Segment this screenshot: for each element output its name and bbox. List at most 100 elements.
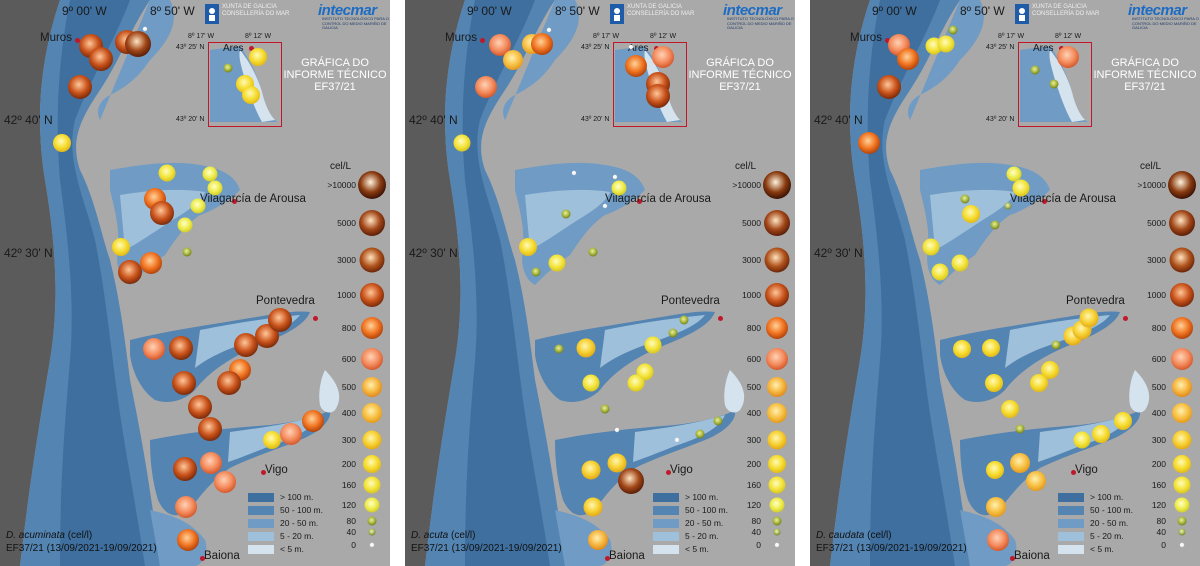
legend-level-label: 0 [1161, 540, 1166, 550]
station-bubble [1015, 424, 1025, 434]
lon-label-850: 8º 50' W [960, 4, 1005, 18]
station-bubbles [453, 27, 791, 550]
legend-bubble [361, 348, 383, 370]
station-bubble [172, 371, 196, 395]
station-bubble [234, 333, 258, 357]
deep-channel [867, 0, 955, 566]
depth-swatch [653, 545, 679, 554]
legend-level-label: 160 [746, 480, 761, 490]
station-bubble [612, 174, 618, 180]
xunta-text: XUNTA DE GALICIA CONSELLERÍA DO MAR [627, 4, 694, 18]
legend-bubble [766, 348, 788, 370]
intecmar-logo: intecmar [723, 2, 782, 19]
town-label-ares: Ares [1033, 43, 1054, 54]
station-bubble [602, 203, 608, 209]
station-bubble [583, 497, 603, 517]
station-bubble [158, 164, 176, 182]
town-label: Vigo [1075, 464, 1098, 476]
station-bubble [1051, 340, 1061, 350]
ria-baiona [555, 510, 612, 566]
station-bubble [118, 260, 142, 284]
town-marker [200, 556, 205, 561]
depth-swatch [653, 519, 679, 528]
station-bubble [1079, 308, 1099, 328]
depth-swatch [653, 506, 679, 515]
legend-bubble [363, 455, 381, 473]
legend-level-label: 400 [1151, 408, 1166, 418]
station-bubble [576, 338, 596, 358]
town-marker [885, 38, 890, 43]
station-bubble [614, 427, 620, 433]
legend-bubble [359, 210, 385, 236]
inset-shallow [239, 50, 275, 122]
legend-level-label: 800 [341, 323, 356, 333]
legend-level-label: 300 [746, 435, 761, 445]
town-label-ares: Ares [223, 43, 244, 54]
town-label: Muros [40, 32, 72, 44]
town-label: Baiona [609, 550, 645, 562]
station-bubble [588, 247, 598, 257]
legend-bubble [769, 497, 785, 513]
station-bubble [150, 201, 174, 225]
station-bubble [112, 238, 130, 256]
legend-level-label: 1000 [337, 290, 356, 300]
legend-bubble [1179, 542, 1185, 548]
station-bubble [169, 336, 193, 360]
legend-level-label: >10000 [327, 180, 356, 190]
depth-swatch [1058, 545, 1084, 554]
station-bubble [625, 55, 647, 77]
station-bubble [581, 460, 601, 480]
legend-bubble [1173, 455, 1191, 473]
station-bubble [177, 529, 199, 551]
station-bubble [503, 50, 523, 70]
inset-lon2-label: 8º 12' W [1055, 33, 1082, 40]
legend-bubble [763, 171, 791, 199]
legend-bubble [767, 377, 787, 397]
legend-level-label: 0 [756, 540, 761, 550]
depth-swatch [248, 519, 274, 528]
xunta-text: XUNTA DE GALICIA CONSELLERÍA DO MAR [1032, 4, 1099, 18]
legend-bubble [764, 210, 790, 236]
legend-level-label: 5000 [1147, 218, 1166, 228]
station-bubble [302, 410, 324, 432]
legend-bubble [1174, 497, 1190, 513]
deep-channel [462, 0, 550, 566]
legend-level-label: 3000 [742, 255, 761, 265]
depth-label: 50 - 100 m. [280, 505, 323, 515]
station-bubble [173, 457, 197, 481]
report-title-line: INFORME TÉCNICO [1093, 69, 1197, 81]
station-bubble [582, 374, 600, 392]
legend-bubble [363, 476, 381, 494]
station-bubble [588, 530, 608, 550]
species-name: D. acuta [411, 530, 449, 541]
legend-level-label: 160 [341, 480, 356, 490]
depth-label: > 100 m. [280, 492, 314, 502]
legend-level-label: 80 [1156, 516, 1166, 526]
station-bubble [990, 220, 1000, 230]
depth-swatch [1058, 532, 1084, 541]
depth-label: < 5 m. [685, 544, 709, 554]
legend-level-label: 600 [746, 354, 761, 364]
legend-bubble [1171, 348, 1193, 370]
station-bubble [985, 374, 1003, 392]
legend-bubble [1172, 430, 1192, 450]
station-bubble [1041, 361, 1059, 379]
station-bubble [255, 324, 279, 348]
depth-label: 5 - 20 m. [1090, 531, 1124, 541]
station-bubble [618, 468, 644, 494]
inset-lon-label: 8º 17' W [188, 33, 215, 40]
legend-bubble [1169, 210, 1195, 236]
town-marker [718, 316, 723, 321]
open-ocean [810, 0, 870, 566]
open-ocean [405, 0, 465, 566]
station-bubble [188, 395, 212, 419]
intecmar-subtitle: INSTITUTO TECNOLÓXICO PARA O CONTROL DO … [322, 16, 389, 30]
depth-swatch [1058, 493, 1084, 502]
legend-level-label: 500 [746, 382, 761, 392]
station-bubbles [53, 26, 386, 551]
station-bubble [217, 371, 241, 395]
legend-bubble [1173, 476, 1191, 494]
legend-bubble [1169, 247, 1195, 273]
town-marker [1123, 316, 1128, 321]
station-bubble [628, 44, 634, 50]
